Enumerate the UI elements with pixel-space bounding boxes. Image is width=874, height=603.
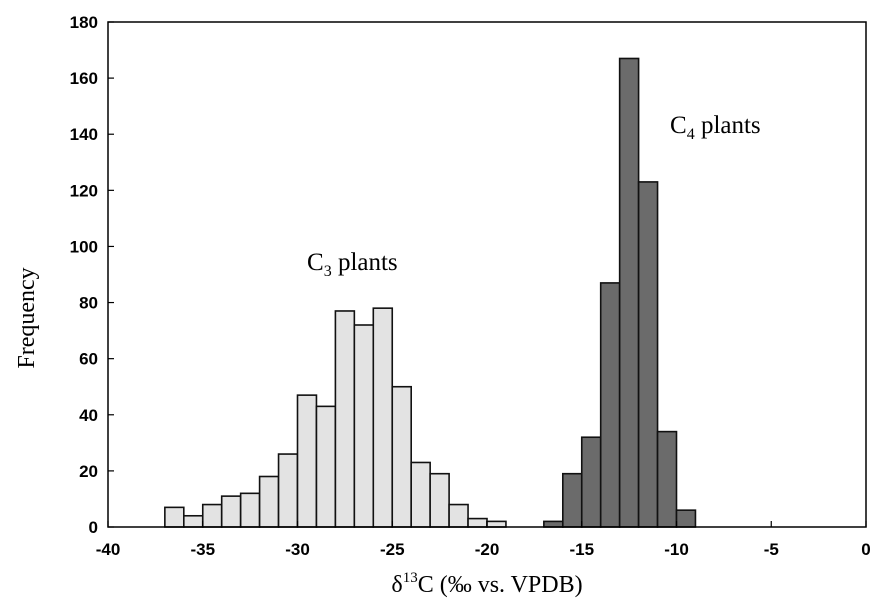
histogram-bar-series-1: [353, 324, 375, 528]
histogram-bar-series-1: [448, 503, 469, 528]
histogram-bar-series-1: [296, 394, 318, 528]
c3-annotation-c: C: [307, 249, 324, 276]
histogram-bar-series-1: [372, 307, 394, 528]
histogram-bar-series-2: [656, 430, 678, 528]
histogram-bar-series-1: [486, 520, 507, 528]
x-axis-title-superscript: 13: [403, 570, 418, 586]
x-tick-label: -15: [569, 540, 594, 559]
c3-series-annotation: C3 plants: [307, 249, 398, 280]
histogram-bar-series-1: [467, 517, 488, 528]
histogram-bar-series-2: [618, 57, 640, 528]
y-tick-label: 120: [70, 181, 98, 200]
x-tick-label: -5: [764, 540, 779, 559]
x-tick-label: -35: [190, 540, 215, 559]
histogram-bar-series-2: [543, 520, 564, 528]
histogram-bar-series-2: [580, 436, 602, 528]
histogram-bar-series-2: [675, 509, 697, 528]
histogram-bar-series-2: [637, 181, 659, 528]
histogram-bar-series-1: [391, 385, 413, 528]
y-tick-label: 0: [89, 518, 98, 537]
c3-annotation-text: plants: [332, 249, 398, 276]
x-axis-title-rest: C (‰ vs. VPDB): [418, 572, 583, 598]
x-axis-title: δ13C (‰ vs. VPDB): [391, 570, 582, 598]
c4-annotation-subscript: 4: [687, 126, 695, 143]
bars-layer: [164, 57, 697, 528]
c3-annotation-subscript: 3: [324, 263, 332, 280]
histogram-bar-series-1: [429, 472, 450, 528]
y-tick-label: 180: [70, 13, 98, 32]
plot-frame: [107, 21, 867, 528]
histogram-bar-series-1: [201, 503, 223, 528]
histogram-bar-series-1: [220, 495, 242, 528]
x-axis-title-delta: δ: [391, 572, 402, 598]
c4-series-annotation: C4 plants: [670, 112, 761, 143]
histogram-bar-series-1: [164, 506, 185, 528]
x-tick-label: -20: [475, 540, 500, 559]
y-axis-title: Frequency: [14, 267, 40, 368]
x-tick-label: -25: [380, 540, 405, 559]
y-tick-label: 100: [70, 237, 98, 256]
y-tick-label: 160: [70, 69, 98, 88]
y-tick-label: 40: [79, 406, 98, 425]
histogram-bar-series-2: [599, 282, 621, 528]
histogram-bar-series-1: [183, 514, 204, 528]
c4-annotation-text: plants: [695, 112, 761, 139]
x-tick-label: -10: [664, 540, 689, 559]
histogram-bar-series-1: [410, 461, 431, 528]
histogram-bar-series-1: [277, 453, 299, 528]
histogram-bar-series-1: [258, 475, 280, 528]
y-tick-label: 140: [70, 125, 98, 144]
histogram-bar-series-1: [239, 492, 261, 528]
c4-annotation-c: C: [670, 112, 687, 139]
y-tick-label: 80: [79, 294, 98, 313]
x-tick-label: -30: [285, 540, 310, 559]
y-tick-label: 60: [79, 350, 98, 369]
ticks-layer: -40 -35 -30 -25 -20 -15 -10 -5 0 0 20 40 60 80 100 120 1…: [70, 13, 871, 559]
histogram-bar-series-1: [315, 405, 337, 528]
histogram-bar-series-1: [334, 310, 356, 528]
histogram-bar-series-2: [561, 472, 583, 528]
x-tick-label: 0: [861, 540, 870, 559]
x-tick-label: -40: [96, 540, 121, 559]
y-tick-label: 20: [79, 462, 98, 481]
